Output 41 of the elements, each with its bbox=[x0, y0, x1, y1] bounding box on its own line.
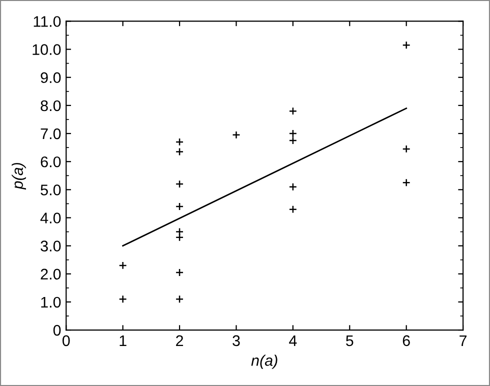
point bbox=[288, 205, 298, 214]
y-tick-label: 10.0 bbox=[32, 44, 61, 55]
point bbox=[118, 295, 127, 304]
point bbox=[175, 233, 184, 242]
point bbox=[402, 40, 410, 50]
y-tick-label: 2.0 bbox=[40, 268, 61, 280]
point bbox=[175, 148, 184, 156]
x-tick-label: 0 bbox=[62, 335, 70, 346]
point bbox=[288, 106, 298, 116]
point bbox=[118, 261, 127, 270]
y-tick-label: 0 bbox=[53, 324, 61, 336]
x-tick-label: 5 bbox=[346, 335, 354, 346]
point bbox=[175, 180, 184, 188]
y-axis-title: p(a) bbox=[12, 162, 26, 190]
x-tick-label: 3 bbox=[232, 335, 240, 346]
point bbox=[288, 182, 298, 191]
x-tick-label: 1 bbox=[120, 335, 126, 346]
point bbox=[402, 178, 410, 187]
x-tick-label: 6 bbox=[402, 335, 410, 346]
x-tick-label: 2 bbox=[176, 335, 184, 346]
point bbox=[175, 228, 184, 236]
y-tick-label: 3.0 bbox=[40, 240, 61, 252]
point bbox=[288, 129, 298, 138]
point bbox=[175, 138, 184, 146]
y-tick-label: 9.0 bbox=[40, 72, 61, 84]
point bbox=[232, 130, 240, 140]
x-tick-label: 4 bbox=[289, 335, 297, 346]
point bbox=[402, 144, 410, 154]
y-tick-label: 7.0 bbox=[40, 128, 61, 140]
y-tick-label: 8.0 bbox=[40, 100, 61, 112]
y-tick-label: 4.0 bbox=[40, 212, 61, 224]
y-tick-label: 6.0 bbox=[40, 156, 61, 168]
point bbox=[175, 268, 184, 277]
y-tick-label: 5.0 bbox=[40, 184, 61, 196]
point bbox=[288, 136, 298, 145]
point bbox=[175, 295, 184, 304]
x-tick-label: 7 bbox=[460, 335, 467, 346]
point bbox=[175, 202, 184, 211]
y-tick-label: 11.0 bbox=[34, 16, 61, 27]
y-tick-label: 1.0 bbox=[41, 296, 61, 308]
x-axis-title: n(a) bbox=[251, 354, 278, 369]
